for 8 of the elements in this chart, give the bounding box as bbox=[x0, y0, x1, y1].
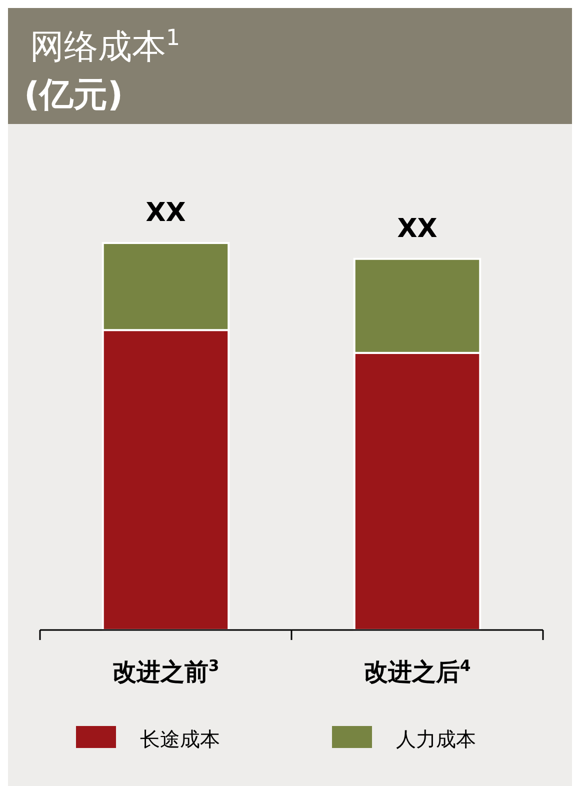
total-label: XX bbox=[146, 198, 186, 228]
x-tick-label: 改进之后$^{4}$ bbox=[364, 657, 471, 686]
total-label: XX bbox=[397, 214, 438, 244]
x-tick-label: 改进之前$^{3}$ bbox=[112, 657, 220, 686]
chart-subtitle: (亿元) bbox=[24, 75, 124, 115]
chart-title: 网络成本$^{1}$ bbox=[30, 25, 180, 67]
legend-label: 人力成本 bbox=[396, 727, 476, 751]
legend-label: 长途成本 bbox=[140, 727, 220, 751]
